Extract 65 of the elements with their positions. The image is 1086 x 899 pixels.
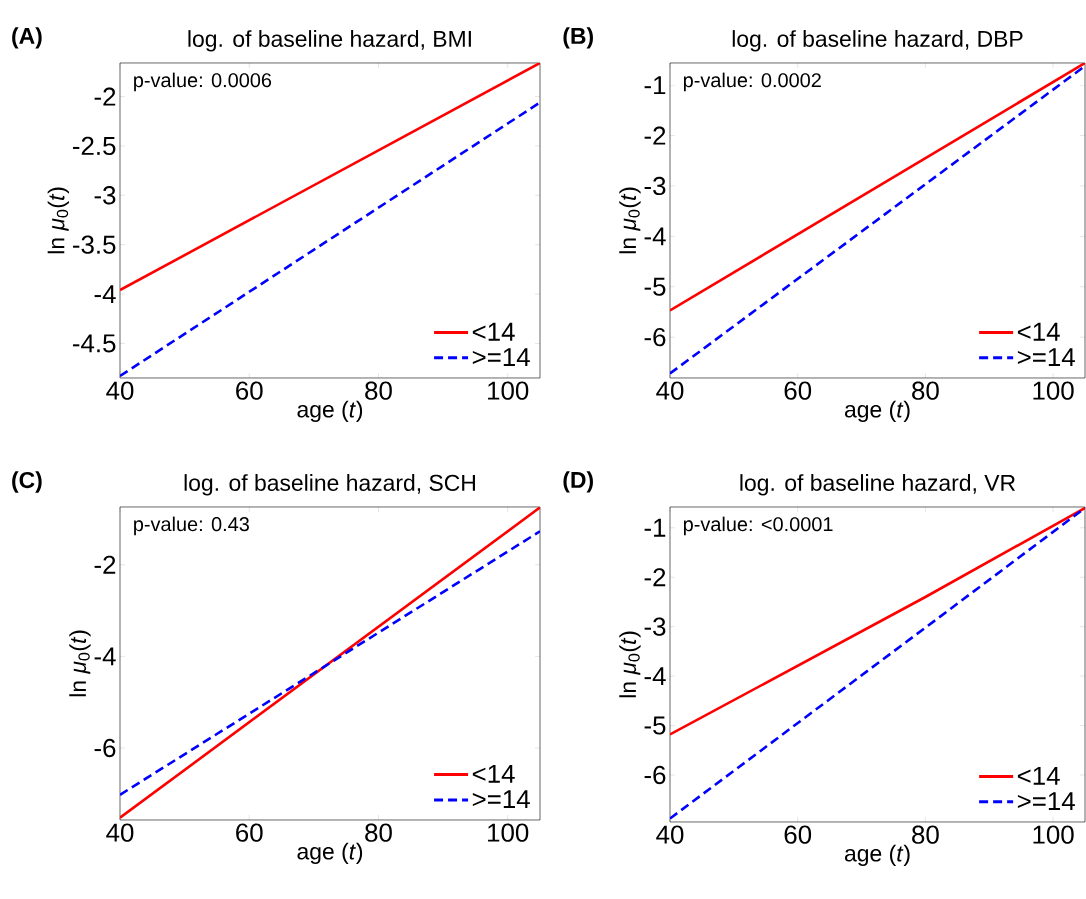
x-tick-label: 100 xyxy=(1033,381,1074,400)
chart-title: log. of baseline hazard, VR xyxy=(740,474,1016,496)
y-tick-label: -2.5 xyxy=(73,136,116,156)
x-tick-label: 80 xyxy=(365,823,392,842)
x-axis-title: age (t) xyxy=(297,400,363,423)
y-tick-label: -3 xyxy=(644,617,666,636)
y-tick-label: -6 xyxy=(94,738,116,758)
x-tick-label: 80 xyxy=(912,825,939,844)
text: (B) xyxy=(563,27,593,49)
chart-title: log. of baseline hazard, DBP xyxy=(732,30,1023,52)
legend-label: >=14 xyxy=(472,790,530,809)
x-tick-label: 40 xyxy=(106,381,134,400)
chart-title: log. of baseline hazard, BMI xyxy=(188,30,471,52)
y-axis-title: ln μ$_{0}$(t) xyxy=(619,631,641,698)
annotation: p-value: 0.0006 xyxy=(134,72,272,92)
y-tick-label: -5 xyxy=(644,716,666,735)
y-tick-label: -2 xyxy=(644,126,666,145)
y-tick-label: -2 xyxy=(644,568,666,587)
x-tick-label: 60 xyxy=(236,823,263,842)
legend-label: <14 xyxy=(1017,322,1060,341)
x-tick-label: 100 xyxy=(488,823,529,842)
y-tick-label: -4 xyxy=(644,667,666,686)
y-tick-label: -1 xyxy=(644,518,666,537)
y-tick-label: -4 xyxy=(94,285,116,303)
y-tick-label: -1 xyxy=(644,76,666,95)
x-tick-label: 80 xyxy=(912,381,939,400)
y-tick-label: -4 xyxy=(644,227,666,246)
x-axis-title: age (t) xyxy=(844,844,910,867)
x-tick-label: 60 xyxy=(784,381,812,400)
y-axis-title: ln μ$_{0}$(t) xyxy=(47,187,70,254)
text: (A) xyxy=(12,27,42,49)
text: (C) xyxy=(12,471,42,493)
legend-label: <14 xyxy=(1017,766,1060,785)
y-tick-label: -2 xyxy=(94,87,116,106)
y-tick-label: -3 xyxy=(94,186,116,205)
text: (D) xyxy=(563,471,593,493)
y-tick-label: -5 xyxy=(644,277,666,296)
y-tick-label: -4.5 xyxy=(73,334,116,353)
legend-label: >=14 xyxy=(1017,348,1075,366)
legend-label: >=14 xyxy=(1017,792,1075,810)
x-tick-label: 80 xyxy=(365,381,392,400)
annotation: p-value: <0.0001 xyxy=(683,516,833,536)
y-tick-label: -6 xyxy=(644,765,666,785)
x-tick-label: 40 xyxy=(656,825,684,844)
x-tick-label: 60 xyxy=(784,825,812,844)
annotation: p-value: 0.43 xyxy=(134,516,249,536)
legend-label: >=14 xyxy=(472,348,530,366)
x-tick-label: 100 xyxy=(488,381,529,400)
y-axis-title: ln μ$_{0}$(t) xyxy=(69,630,91,697)
y-tick-label: -2 xyxy=(94,555,116,574)
x-tick-label: 100 xyxy=(1033,825,1074,844)
y-tick-label: -3 xyxy=(644,176,666,196)
y-tick-label: -6 xyxy=(644,327,666,347)
x-tick-label: 40 xyxy=(106,823,134,842)
x-axis-title: age (t) xyxy=(297,842,363,865)
chart-title: log. of baseline hazard, SCH xyxy=(184,474,475,496)
legend-label: <14 xyxy=(472,764,515,783)
x-tick-label: 40 xyxy=(656,381,684,400)
y-tick-label: -3.5 xyxy=(73,235,116,254)
y-axis-title: ln μ$_{0}$(t) xyxy=(619,187,641,254)
annotation: p-value: 0.0002 xyxy=(683,72,821,92)
x-axis-title: age (t) xyxy=(844,400,910,423)
y-tick-label: -4 xyxy=(94,647,116,666)
x-tick-label: 60 xyxy=(236,381,263,400)
legend-label: <14 xyxy=(472,322,515,341)
